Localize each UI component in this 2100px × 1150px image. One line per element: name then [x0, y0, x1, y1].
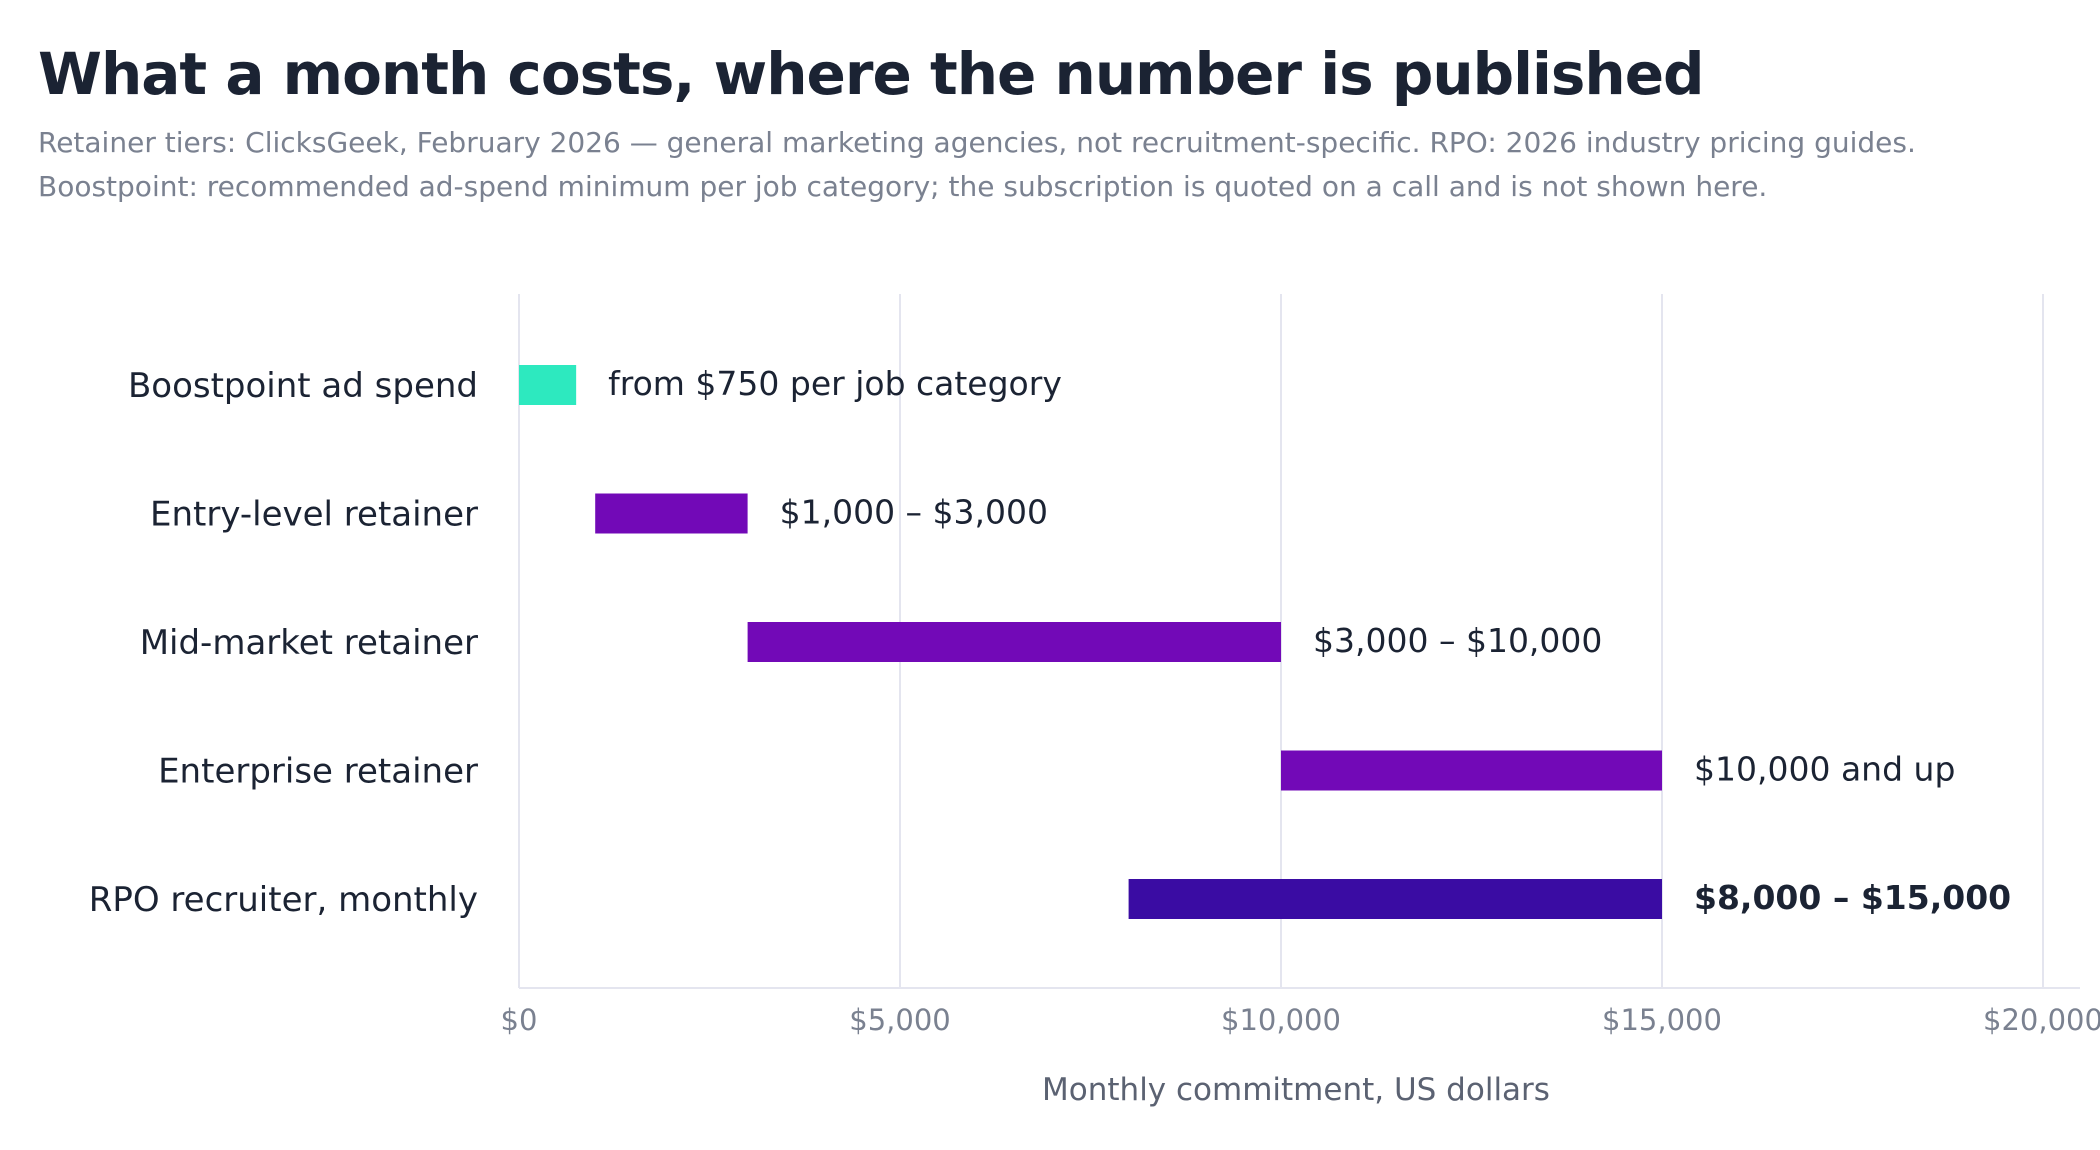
data-label: from $750 per job category — [608, 364, 1062, 403]
x-tick-label: $10,000 — [1221, 1003, 1341, 1037]
range-bar — [747, 622, 1281, 662]
grid-lines — [518, 294, 2044, 988]
category-label: Mid-market retainer — [140, 623, 478, 663]
range-bar — [595, 493, 748, 534]
range-bar — [1128, 879, 1662, 919]
data-label: $8,000 – $15,000 — [1694, 878, 2011, 917]
x-tick-label: $20,000 — [1983, 1003, 2100, 1037]
category-label: Entry-level retainer — [150, 495, 478, 535]
category-label: Boostpoint ad spend — [128, 366, 478, 406]
data-label: $10,000 and up — [1694, 750, 1955, 789]
labels: $0 $5,000 $10,000 $15,000 $20,000 Boostpoint … — [89, 364, 2100, 1037]
x-tick-label: $5,000 — [849, 1003, 950, 1037]
x-tick-label: $0 — [501, 1003, 538, 1037]
category-label: RPO recruiter, monthly — [89, 880, 478, 920]
chart-subtitle-line-2: Boostpoint: recommended ad-spend minimum… — [38, 170, 1768, 203]
x-axis-title: Monthly commitment, US dollars — [1042, 1072, 1550, 1108]
range-bar — [519, 365, 577, 405]
bars — [519, 365, 1662, 919]
x-tick-label: $15,000 — [1602, 1003, 1722, 1037]
data-label: $1,000 – $3,000 — [780, 493, 1048, 532]
chart-subtitle-line-1: Retainer tiers: ClicksGeek, February 202… — [38, 126, 1916, 159]
data-label: $3,000 – $10,000 — [1313, 621, 1602, 660]
range-bar — [1281, 750, 1662, 791]
category-label: Enterprise retainer — [158, 752, 478, 792]
chart-title: What a month costs, where the number is … — [38, 40, 1705, 108]
